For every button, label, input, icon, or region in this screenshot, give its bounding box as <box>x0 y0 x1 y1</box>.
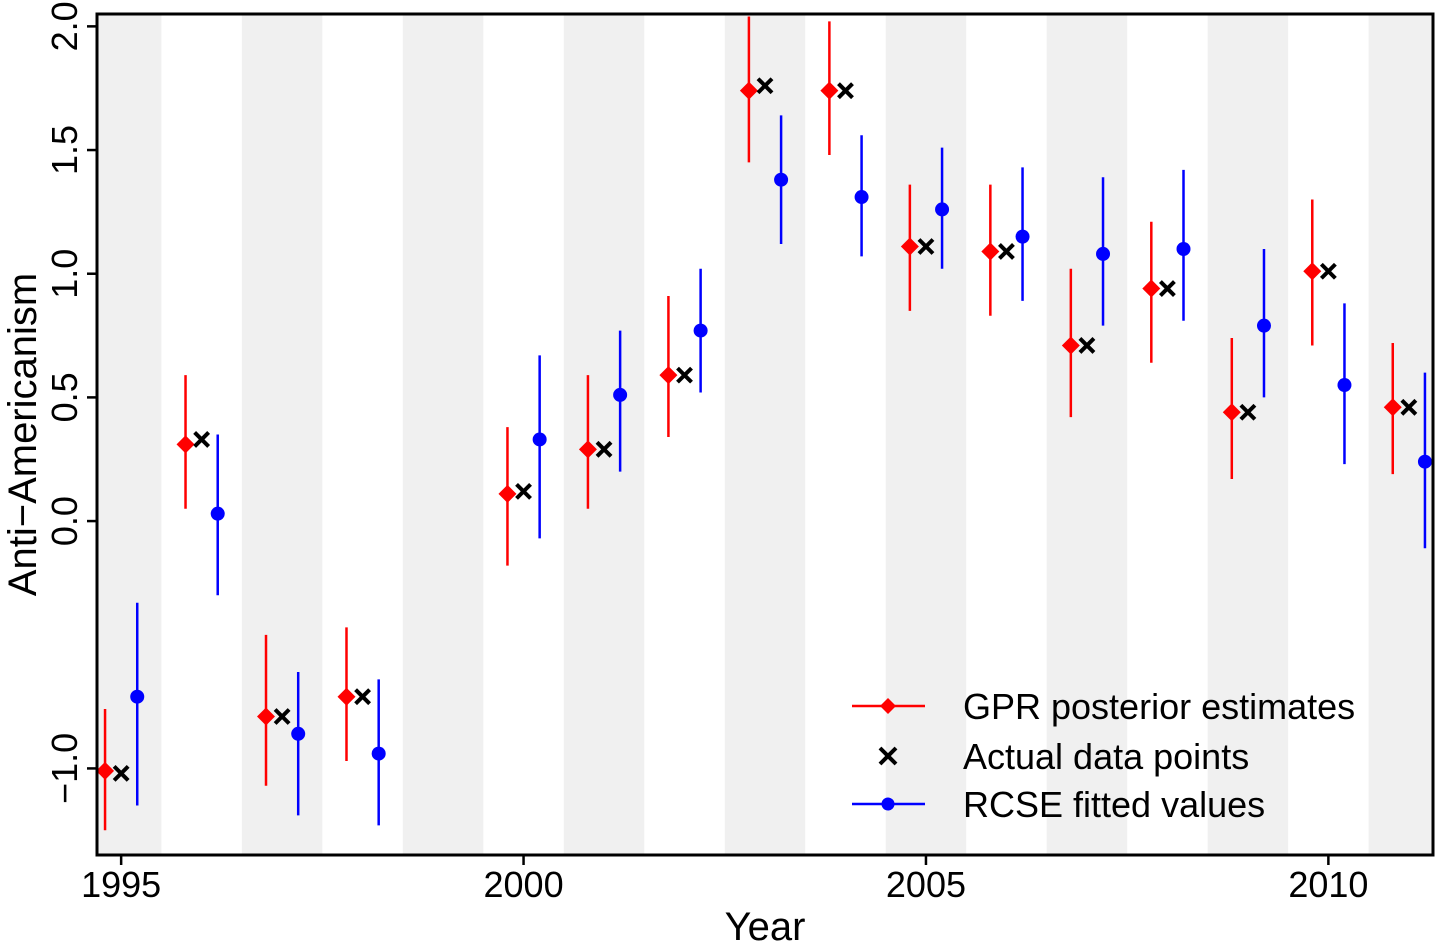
actual-point-1998 <box>354 688 372 706</box>
actual-point-1997 <box>273 708 291 725</box>
rcse-point-2010 <box>1337 378 1352 393</box>
legend-item-x: Actual data points <box>878 736 1249 777</box>
data-points <box>96 77 1432 782</box>
actual-point-2008 <box>1158 280 1176 297</box>
gpr-point-2010 <box>1303 262 1322 281</box>
actual-point-2001 <box>595 440 613 458</box>
legend-item-circle: RCSE fitted values <box>852 784 1265 825</box>
actual-point-2009 <box>1239 403 1257 421</box>
band-1997 <box>241 14 323 855</box>
x-tick-label-2005: 2005 <box>886 864 966 905</box>
gpr-point-1998 <box>337 687 356 706</box>
band-2001 <box>563 14 645 855</box>
rcse-point-2007 <box>1096 246 1111 261</box>
actual-point-2007 <box>1078 337 1096 354</box>
rcse-point-2001 <box>613 387 628 402</box>
rcse-point-1997 <box>291 726 306 741</box>
x-tick-label-2010: 2010 <box>1288 864 1368 905</box>
rcse-point-2009 <box>1256 318 1271 333</box>
gpr-point-2000 <box>498 484 517 503</box>
rcse-point-2000 <box>532 432 547 447</box>
x-axis-title: Year <box>725 905 806 949</box>
actual-point-2011 <box>1400 398 1418 416</box>
x-tick-label-1995: 1995 <box>81 864 161 905</box>
band-2011 <box>1368 14 1433 855</box>
band-2009 <box>1207 14 1289 855</box>
y-axis-title: Anti−Americanism <box>1 273 45 596</box>
y-axis: −1.0 0.0 0.5 1.0 1.5 2.0 <box>44 1 97 804</box>
gpr-point-2003 <box>739 81 758 100</box>
y-tick-label-3: 1.0 <box>44 249 85 299</box>
background-bands <box>97 14 1433 855</box>
y-tick-label-0: −1.0 <box>44 733 85 804</box>
rcse-point-2008 <box>1176 241 1191 256</box>
gpr-point-2011 <box>1383 398 1402 417</box>
legend-label-diamond: GPR posterior estimates <box>963 686 1355 727</box>
rcse-point-2006 <box>1015 229 1030 244</box>
gpr-point-2008 <box>1142 279 1161 298</box>
actual-point-2005 <box>917 238 935 255</box>
y-tick-label-1: 0.0 <box>44 496 85 546</box>
rcse-point-2004 <box>854 190 869 205</box>
legend-label-x: Actual data points <box>963 736 1249 777</box>
y-tick-label-2: 0.5 <box>44 372 85 422</box>
actual-point-2006 <box>998 243 1015 260</box>
actual-point-2003 <box>756 77 774 95</box>
x-tick-label-2000: 2000 <box>484 864 564 905</box>
actual-point-1996 <box>193 431 211 448</box>
band-2005 <box>885 14 967 855</box>
gpr-point-2005 <box>900 237 919 256</box>
rcse-point-2011 <box>1417 454 1432 469</box>
gpr-point-2006 <box>981 242 1000 261</box>
rcse-point-1995 <box>130 689 145 704</box>
rcse-point-1998 <box>371 746 386 761</box>
y-tick-label-5: 2.0 <box>44 1 85 51</box>
y-tick-label-4: 1.5 <box>44 125 85 175</box>
gpr-point-2004 <box>820 81 839 100</box>
band-2007 <box>1046 14 1128 855</box>
band-2003 <box>724 14 806 855</box>
band-1995 <box>97 14 162 855</box>
gpr-point-2001 <box>578 440 597 459</box>
x-axis: 1995 2000 2005 2010 <box>81 855 1368 905</box>
legend-item-diamond: GPR posterior estimates <box>852 686 1355 727</box>
gpr-point-2009 <box>1222 403 1241 422</box>
actual-point-2000 <box>515 482 532 500</box>
band-1999 <box>402 14 484 855</box>
rcse-point-2002 <box>693 323 708 338</box>
actual-point-1995 <box>112 764 130 782</box>
rcse-point-2003 <box>774 172 789 187</box>
gpr-point-1997 <box>257 707 276 726</box>
legend-label-circle: RCSE fitted values <box>963 784 1265 825</box>
actual-point-2010 <box>1319 262 1337 280</box>
gpr-point-2002 <box>659 366 678 385</box>
gpr-point-1995 <box>96 761 115 780</box>
legend: GPR posterior estimates Actual data point… <box>852 686 1355 825</box>
gpr-point-2007 <box>1061 336 1080 355</box>
plot-frame <box>95 12 1435 857</box>
rcse-point-2005 <box>935 202 950 217</box>
gpr-point-1996 <box>176 435 195 454</box>
actual-point-2002 <box>676 366 693 384</box>
rcse-point-1996 <box>210 506 225 521</box>
actual-point-2004 <box>837 82 854 100</box>
